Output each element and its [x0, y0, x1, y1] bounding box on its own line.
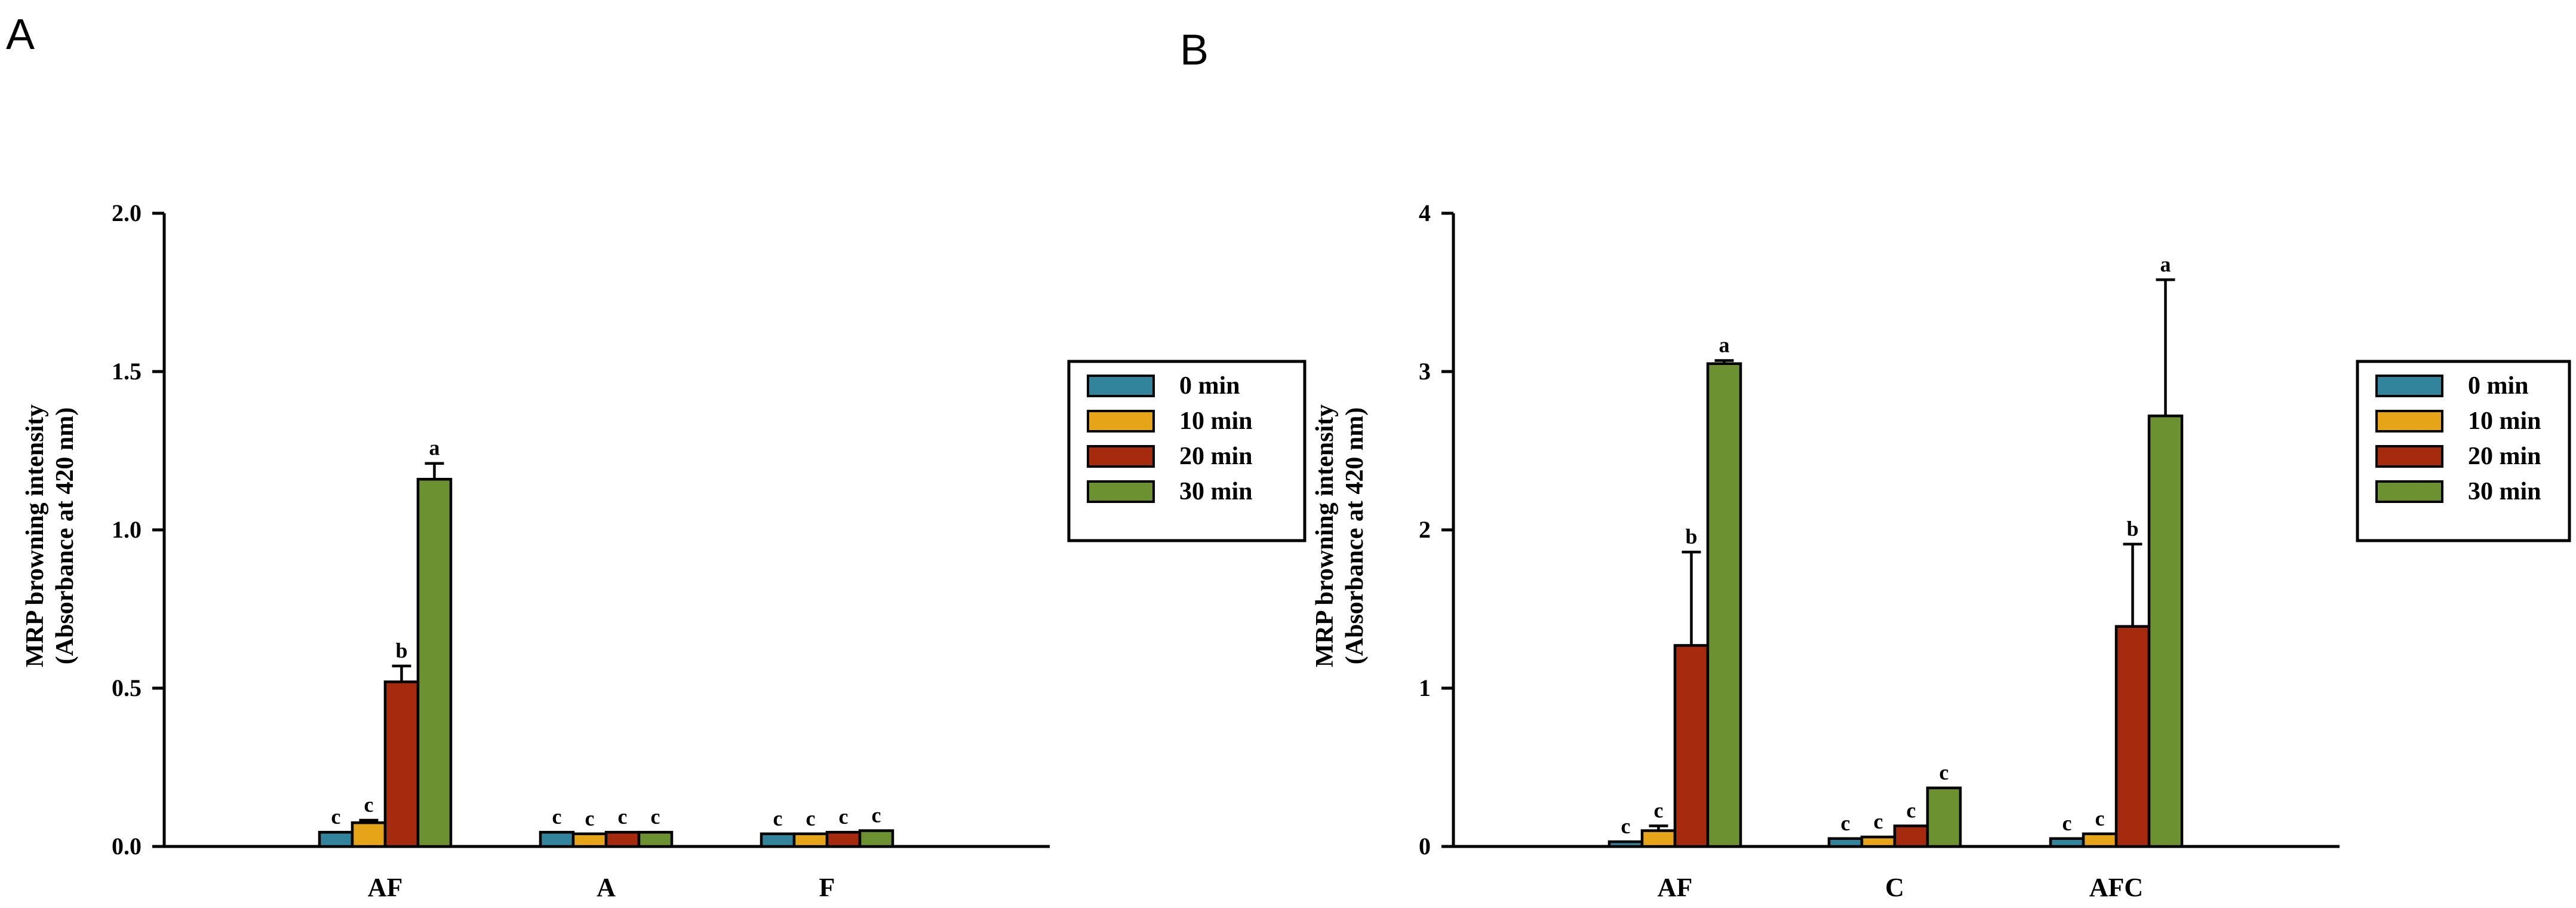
bar-AF-20min: [1673, 644, 1710, 848]
significance-letter: c: [1874, 809, 1883, 833]
y-tick-label: 1: [1419, 674, 1431, 701]
y-tick-label: 0: [1419, 833, 1431, 860]
chart-panel-b: 0 1 2 3 4 MRP browning intensity(Absorbance a…: [1311, 200, 2571, 902]
significance-letter: b: [2126, 517, 2138, 541]
significance-letter: c: [2062, 811, 2072, 835]
legend-swatch: [1087, 375, 1155, 397]
x-tick-label: AFC: [2089, 873, 2143, 902]
bar-AF-10min: [1640, 829, 1677, 848]
x-tick-label: AF: [1658, 873, 1693, 902]
legend-swatch: [2375, 375, 2443, 397]
panel-label-b: B: [1180, 26, 1209, 74]
bar-A-0min: [539, 830, 575, 848]
y-tick-label: 1.5: [112, 358, 142, 385]
significance-letter: c: [618, 805, 628, 829]
x-tick-label: A: [597, 873, 616, 902]
y-axis-label-line: (Absorbance at 420 nm): [1341, 407, 1369, 664]
significance-letter: a: [1719, 333, 1730, 357]
bar-A-10min: [571, 832, 608, 848]
bar-AFC-10min: [2082, 832, 2118, 848]
significance-letter: c: [331, 805, 341, 829]
y-tick-label: 0.5: [112, 674, 142, 701]
legend-label: 20 min: [2468, 443, 2541, 470]
significance-letter: c: [364, 793, 374, 817]
bar-AF-10min: [351, 821, 387, 848]
y-tick-label: 1.0: [112, 516, 142, 543]
bar-C-20min: [1893, 824, 1929, 848]
legend-label: 0 min: [2468, 372, 2529, 400]
y-axis-label-line: (Absorbance at 420 nm): [51, 407, 79, 664]
significance-letter: c: [651, 805, 660, 829]
bar-AFC-0min: [2049, 837, 2085, 848]
legend-swatch: [1087, 410, 1155, 432]
significance-letter: c: [839, 805, 849, 829]
bar-A-30min: [637, 830, 674, 848]
y-tick-label: 4: [1419, 200, 1431, 226]
legend-swatch: [1087, 445, 1155, 468]
bar-AFC-30min: [2147, 414, 2184, 848]
y-tick-label: 3: [1419, 358, 1431, 385]
bar-AF-0min: [1607, 840, 1644, 848]
bar-F-10min: [792, 832, 829, 848]
x-tick-label: C: [1885, 873, 1904, 902]
legend-label: 20 min: [1179, 443, 1253, 470]
legend-label: 10 min: [2468, 407, 2541, 435]
y-axis-label-line: MRP browning intensity: [1311, 404, 1339, 667]
bar-C-30min: [1926, 786, 1962, 848]
bar-AF-30min: [1706, 362, 1742, 848]
panel-label-a: A: [6, 11, 35, 59]
significance-letter: a: [2160, 252, 2171, 276]
legend-swatch: [2375, 410, 2443, 432]
significance-letter: c: [585, 806, 595, 830]
significance-letter: a: [429, 436, 440, 460]
bar-F-20min: [825, 830, 862, 848]
legend-label: 30 min: [2468, 478, 2541, 505]
bar-A-20min: [604, 830, 641, 848]
significance-letter: c: [773, 806, 783, 830]
bar-C-10min: [1860, 835, 1896, 848]
y-axis-label-line: MRP browning intensity: [21, 404, 49, 667]
significance-letter: c: [1907, 799, 1916, 823]
y-tick-label: 0.0: [112, 833, 142, 860]
significance-letter: c: [1621, 814, 1631, 838]
y-axis-label: MRP browning intensity(Absorbance at 420…: [1311, 404, 1369, 667]
significance-letter: c: [806, 806, 816, 830]
bar-AF-0min: [318, 830, 354, 848]
legend-swatch: [2375, 480, 2443, 503]
bar-F-0min: [760, 832, 796, 848]
significance-letter: c: [1654, 799, 1664, 823]
bar-AFC-20min: [2114, 625, 2151, 848]
y-tick-label: 2: [1419, 516, 1431, 543]
significance-letter: b: [395, 639, 407, 662]
bar-AF-20min: [383, 680, 420, 848]
significance-letter: c: [872, 803, 881, 827]
y-tick-label: 2.0: [112, 200, 142, 226]
legend-swatch: [2375, 445, 2443, 468]
legend-label: 10 min: [1179, 407, 1253, 435]
x-tick-label: F: [819, 873, 835, 902]
legend-swatch: [1087, 480, 1155, 503]
y-axis-label: MRP browning intensity(Absorbance at 420…: [21, 404, 79, 667]
significance-letter: c: [552, 805, 562, 829]
significance-letter: c: [1939, 760, 1949, 784]
significance-letter: b: [1685, 524, 1697, 548]
bar-C-0min: [1827, 837, 1864, 848]
x-tick-label: AF: [368, 873, 403, 902]
chart-panel-a: 0.0 0.5 1.0 1.5 2.0 MRP browning intensity(Ab…: [21, 200, 1307, 902]
bar-F-30min: [858, 829, 894, 848]
legend-label: 0 min: [1179, 372, 1240, 400]
significance-letter: c: [1841, 811, 1850, 835]
legend-label: 30 min: [1179, 478, 1253, 505]
significance-letter: c: [2095, 806, 2105, 830]
bar-AF-30min: [416, 477, 453, 848]
